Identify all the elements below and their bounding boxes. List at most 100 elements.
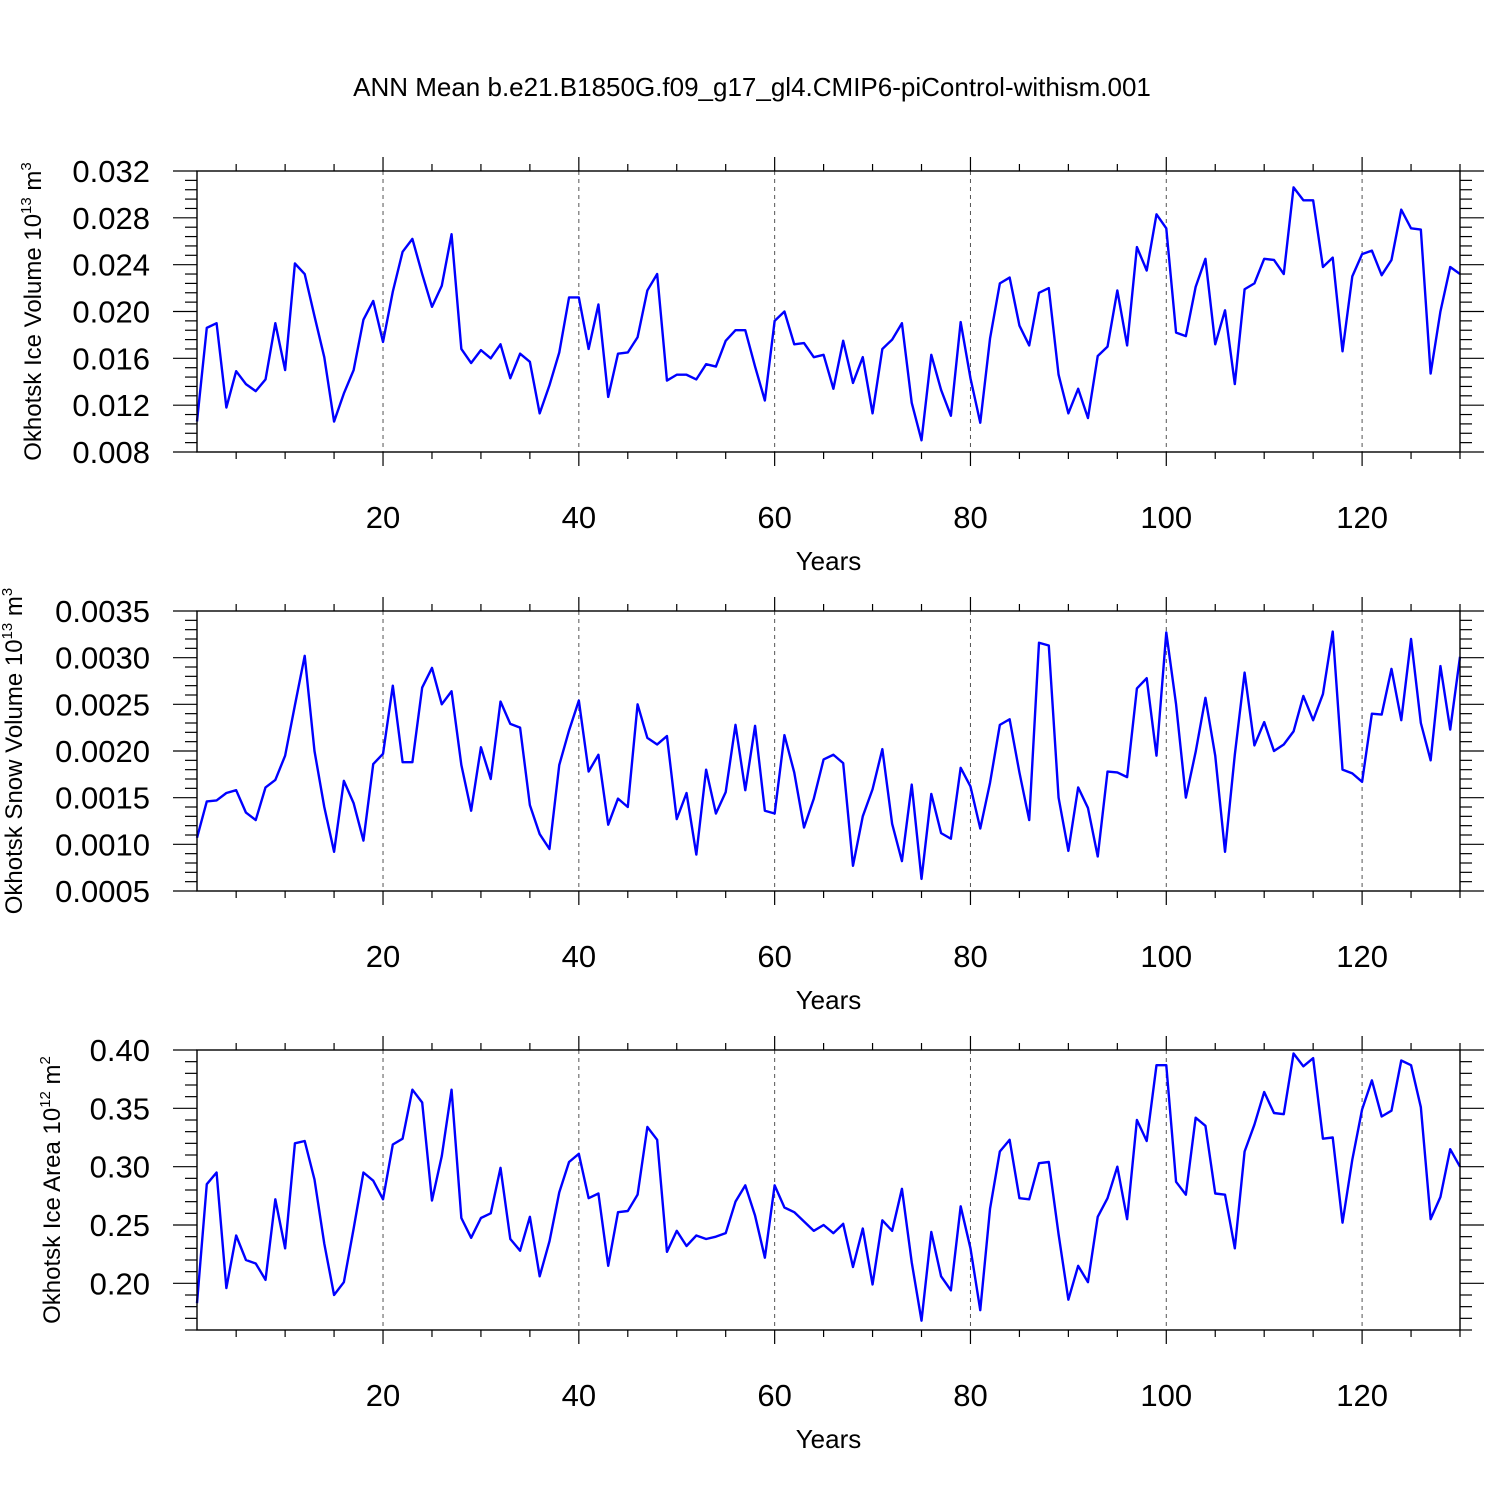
x-tick-label-40: 40 bbox=[562, 939, 596, 974]
y-tick-label-5: 0.028 bbox=[72, 201, 150, 236]
data-point-64 bbox=[813, 797, 815, 799]
data-point-98 bbox=[1146, 677, 1148, 679]
data-point-24 bbox=[421, 1101, 423, 1103]
data-point-35 bbox=[529, 361, 531, 363]
y-axis-title-unit-exponent: 3 bbox=[0, 588, 16, 596]
x-tick-label-20: 20 bbox=[366, 939, 400, 974]
data-point-13 bbox=[313, 315, 315, 317]
data-point-15 bbox=[333, 420, 335, 422]
data-point-122 bbox=[1380, 1115, 1382, 1117]
data-point-87 bbox=[1038, 292, 1040, 294]
y-tick-label-0: 0.20 bbox=[90, 1266, 150, 1301]
data-point-18 bbox=[362, 839, 364, 841]
data-point-74 bbox=[911, 1261, 913, 1263]
data-point-86 bbox=[1028, 344, 1030, 346]
data-point-25 bbox=[431, 306, 433, 308]
data-point-129 bbox=[1449, 1148, 1451, 1150]
chart-panel-3: 20 40 60 80 100 120 0.20 0.25 0.30 0.35 0.40 Years O… bbox=[37, 1033, 1484, 1454]
data-points bbox=[196, 630, 1461, 880]
data-point-10 bbox=[284, 754, 286, 756]
chart-panel-2: 20 40 60 80 100 120 0.0005 0.0010 0.0015 0.0020 0.… bbox=[0, 588, 1484, 1015]
data-point-34 bbox=[519, 1249, 521, 1251]
data-point-115 bbox=[1312, 1057, 1314, 1059]
data-point-127 bbox=[1429, 1218, 1431, 1220]
data-point-107 bbox=[1234, 754, 1236, 756]
data-point-39 bbox=[568, 1161, 570, 1163]
data-point-41 bbox=[587, 1197, 589, 1199]
x-tick-label-40: 40 bbox=[562, 1378, 596, 1413]
data-point-12 bbox=[304, 655, 306, 657]
data-point-17 bbox=[352, 802, 354, 804]
data-point-43 bbox=[607, 396, 609, 398]
y-tick-label-4: 0.024 bbox=[72, 248, 150, 283]
data-point-114 bbox=[1302, 1065, 1304, 1067]
data-point-2 bbox=[206, 800, 208, 802]
data-point-67 bbox=[842, 762, 844, 764]
data-point-33 bbox=[509, 377, 511, 379]
data-point-7 bbox=[255, 390, 257, 392]
data-point-43 bbox=[607, 824, 609, 826]
y-axis-title-unit-exponent: 3 bbox=[18, 162, 35, 170]
data-point-30 bbox=[480, 746, 482, 748]
data-point-7 bbox=[255, 819, 257, 821]
data-point-46 bbox=[636, 336, 638, 338]
data-point-99 bbox=[1155, 213, 1157, 215]
plot-frame bbox=[196, 170, 1461, 453]
data-point-115 bbox=[1312, 719, 1314, 721]
data-point-101 bbox=[1175, 703, 1177, 705]
data-point-76 bbox=[930, 354, 932, 356]
data-point-14 bbox=[323, 806, 325, 808]
data-point-95 bbox=[1116, 1165, 1118, 1167]
data-point-102 bbox=[1185, 1193, 1187, 1195]
data-point-113 bbox=[1292, 186, 1294, 188]
data-point-85 bbox=[1018, 324, 1020, 326]
data-point-19 bbox=[372, 763, 374, 765]
data-point-97 bbox=[1136, 1119, 1138, 1121]
y-tick-label-2: 0.30 bbox=[90, 1150, 150, 1185]
data-point-96 bbox=[1126, 344, 1128, 346]
data-point-42 bbox=[597, 1192, 599, 1194]
data-point-46 bbox=[636, 703, 638, 705]
data-point-17 bbox=[352, 1227, 354, 1229]
data-point-120 bbox=[1361, 253, 1363, 255]
data-point-54 bbox=[715, 1235, 717, 1237]
data-point-109 bbox=[1253, 282, 1255, 284]
data-point-20 bbox=[382, 341, 384, 343]
data-point-38 bbox=[558, 351, 560, 353]
data-point-22 bbox=[401, 1137, 403, 1139]
data-point-4 bbox=[225, 406, 227, 408]
x-tick-label-120: 120 bbox=[1336, 939, 1388, 974]
data-point-42 bbox=[597, 754, 599, 756]
data-point-16 bbox=[343, 780, 345, 782]
data-point-70 bbox=[871, 412, 873, 414]
series-line bbox=[195, 1052, 1462, 1322]
data-point-41 bbox=[587, 770, 589, 772]
data-point-101 bbox=[1175, 1181, 1177, 1183]
data-point-40 bbox=[578, 296, 580, 298]
data-point-8 bbox=[264, 786, 266, 788]
data-point-17 bbox=[352, 369, 354, 371]
data-point-31 bbox=[490, 357, 492, 359]
data-point-106 bbox=[1224, 309, 1226, 311]
data-point-75 bbox=[920, 878, 922, 880]
data-point-57 bbox=[744, 329, 746, 331]
data-point-32 bbox=[499, 1167, 501, 1169]
data-point-96 bbox=[1126, 1218, 1128, 1220]
data-point-86 bbox=[1028, 1198, 1030, 1200]
data-point-33 bbox=[509, 1238, 511, 1240]
data-point-92 bbox=[1087, 807, 1089, 809]
data-point-55 bbox=[725, 340, 727, 342]
data-point-125 bbox=[1410, 227, 1412, 229]
data-point-124 bbox=[1400, 1059, 1402, 1061]
data-point-2 bbox=[206, 327, 208, 329]
data-point-50 bbox=[676, 374, 678, 376]
data-point-72 bbox=[891, 823, 893, 825]
data-point-51 bbox=[685, 792, 687, 794]
data-point-43 bbox=[607, 1265, 609, 1267]
data-point-13 bbox=[313, 750, 315, 752]
data-point-8 bbox=[264, 1279, 266, 1281]
x-tick-label-80: 80 bbox=[953, 500, 987, 535]
data-point-44 bbox=[617, 352, 619, 354]
data-point-68 bbox=[852, 865, 854, 867]
